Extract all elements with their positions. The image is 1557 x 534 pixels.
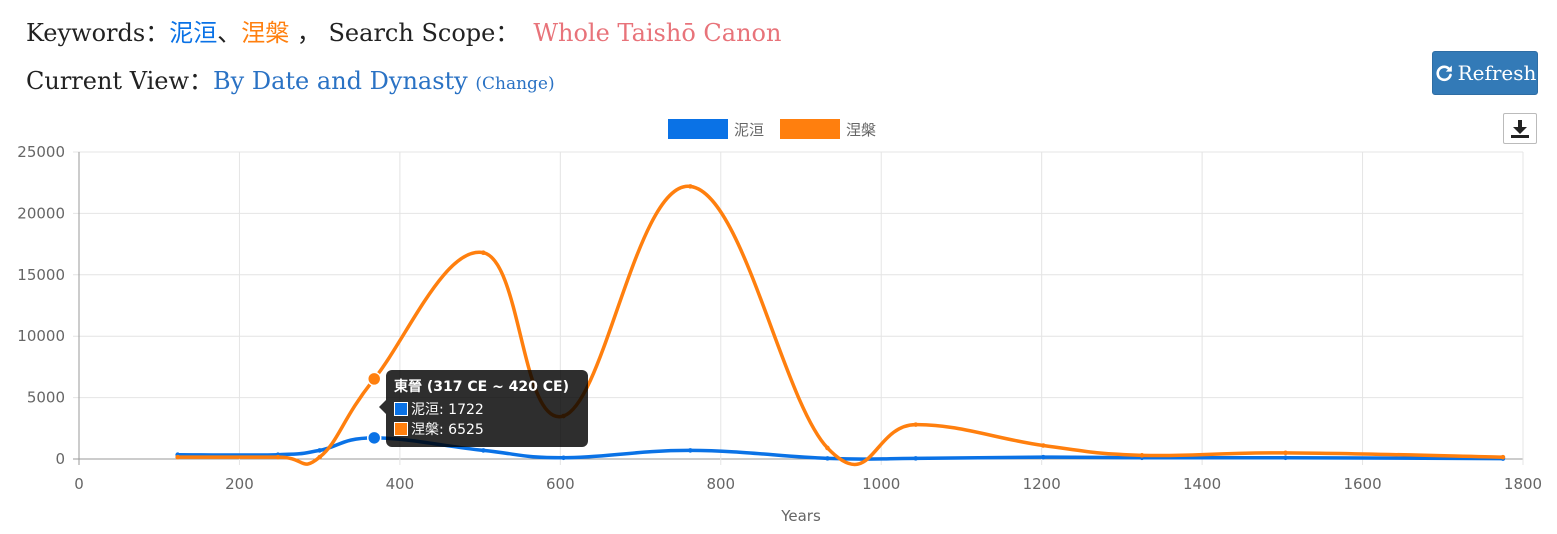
refresh-label: Refresh: [1457, 61, 1537, 85]
data-point: [687, 448, 693, 453]
x-tick-label: 1600: [1343, 475, 1381, 493]
x-tick-label: 1400: [1183, 475, 1221, 493]
data-point: [175, 454, 180, 460]
legend-swatch-1: [668, 119, 728, 139]
keywords-label: Keywords：: [26, 19, 170, 47]
data-point: [481, 250, 486, 255]
y-tick-label: 15000: [17, 266, 65, 284]
tooltip-value-2: 涅槃: 6525: [411, 422, 484, 438]
data-point: [1500, 454, 1506, 460]
legend-swatch-2: [780, 119, 840, 139]
data-point: [913, 422, 919, 427]
x-tick-label: 800: [706, 475, 735, 493]
x-tick-label: 400: [386, 475, 415, 493]
data-point: [366, 371, 382, 387]
y-tick-label: 25000: [17, 143, 65, 161]
data-point: [561, 455, 566, 461]
data-point: [317, 448, 322, 453]
data-point: [1283, 450, 1288, 456]
data-point: [1040, 454, 1046, 460]
data-point: [825, 445, 830, 451]
tooltip-value-1: 泥洹: 1722: [411, 402, 484, 418]
tooltip-row-1: 泥洹: 1722: [394, 399, 580, 419]
series-line-2: [177, 184, 1503, 466]
data-point: [275, 454, 281, 460]
scope-label: Search Scope：: [328, 19, 520, 47]
legend-label-2: 涅槃: [846, 121, 876, 139]
search-summary: Keywords：泥洹、涅槃 ， Search Scope： Whole Tais…: [26, 13, 781, 48]
data-point: [481, 448, 486, 453]
y-tick-label: 10000: [17, 327, 65, 345]
download-icon: [1511, 119, 1529, 138]
data-point: [1283, 455, 1288, 461]
x-tick-label: 200: [225, 475, 254, 493]
view-label: Current View：: [26, 67, 214, 95]
data-point: [366, 430, 382, 446]
download-button[interactable]: [1503, 113, 1537, 144]
x-tick-label: 1200: [1023, 475, 1061, 493]
y-tick-label: 20000: [17, 204, 65, 222]
data-point: [825, 456, 830, 461]
data-point: [1040, 443, 1046, 448]
data-point: [1139, 453, 1145, 458]
view-value-link[interactable]: By Date and Dynasty: [213, 67, 468, 95]
refresh-button[interactable]: Refresh: [1432, 51, 1538, 95]
keyword-1: 泥洹: [169, 19, 218, 47]
x-tick-label: 1800: [1504, 475, 1542, 493]
current-view: Current View：By Date and Dynasty (Change…: [26, 61, 555, 96]
chart-tooltip: 東晉 (317 CE ~ 420 CE) 泥洹: 1722 涅槃: 6525: [379, 370, 588, 447]
change-view-link[interactable]: (Change): [475, 74, 555, 94]
refresh-icon: [1436, 65, 1452, 82]
data-point: [687, 184, 693, 189]
tooltip-swatch-1: [394, 402, 408, 416]
x-tick-label: 0: [74, 475, 84, 493]
data-point: [913, 456, 919, 461]
keyword-separator: 、: [217, 19, 242, 47]
x-tick-label: 600: [546, 475, 575, 493]
legend-label-1: 泥洹: [734, 121, 764, 139]
tooltip-swatch-2: [394, 422, 408, 436]
scope-value: Whole Taishō Canon: [533, 19, 782, 47]
keyword-comma: ，: [296, 19, 321, 47]
y-tick-label: 0: [55, 450, 65, 468]
x-axis-title: Years: [780, 507, 821, 525]
keyword-2: 涅槃: [241, 19, 290, 47]
x-tick-label: 1000: [862, 475, 900, 493]
tooltip-title: 東晉 (317 CE ~ 420 CE): [394, 379, 570, 395]
tooltip-row-2: 涅槃: 6525: [394, 419, 580, 439]
y-tick-label: 5000: [27, 389, 65, 407]
data-point: [317, 454, 322, 460]
